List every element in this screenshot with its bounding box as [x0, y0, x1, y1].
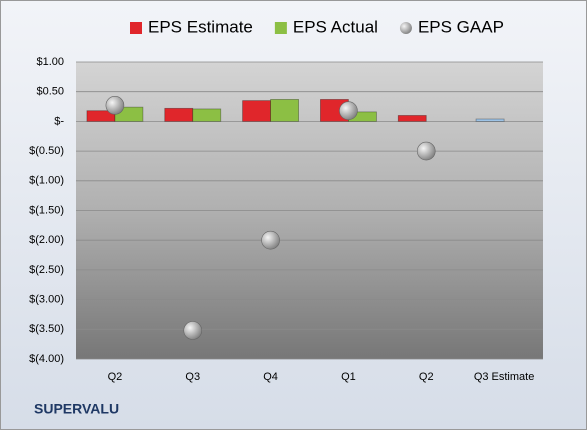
x-tick-label: Q3 [185, 371, 200, 383]
y-tick-label: $(2.00) [29, 234, 64, 246]
y-tick-label: $(1.50) [29, 204, 64, 216]
point [416, 141, 436, 161]
point [105, 96, 125, 115]
bar [164, 107, 194, 122]
x-tick-label: Q2 [419, 371, 434, 383]
footer: SUPERVALU [34, 401, 119, 417]
y-tick-label: $(1.00) [29, 175, 64, 187]
bar [475, 118, 505, 122]
y-tick-label: $(4.00) [29, 353, 64, 365]
y-tick-label: $(3.50) [29, 323, 64, 335]
y-tick-label: $(0.50) [29, 145, 64, 157]
y-tick-label: $1.00 [36, 56, 64, 68]
point [183, 321, 203, 340]
legend-marker [399, 22, 412, 34]
bar [242, 100, 271, 122]
legend-label: EPS GAAP [418, 17, 504, 36]
legend-label: EPS Estimate [148, 17, 253, 36]
point [339, 101, 358, 121]
legend-marker [130, 22, 142, 34]
bar [192, 108, 222, 122]
legend-marker [274, 22, 287, 34]
x-tick-label: Q2 [108, 371, 123, 383]
x-tick-label: Q3 Estimate [474, 371, 535, 383]
y-tick-label: $- [54, 115, 64, 127]
y-tick-label: $(3.00) [29, 294, 64, 306]
x-tick-label: Q1 [341, 371, 356, 383]
x-tick-label: Q4 [263, 371, 278, 383]
bar [397, 115, 427, 122]
bar [270, 99, 299, 122]
point [261, 230, 280, 250]
y-tick-label: $(2.50) [29, 264, 64, 276]
legend-label: EPS Actual [293, 17, 378, 36]
y-tick-label: $0.50 [36, 86, 64, 98]
